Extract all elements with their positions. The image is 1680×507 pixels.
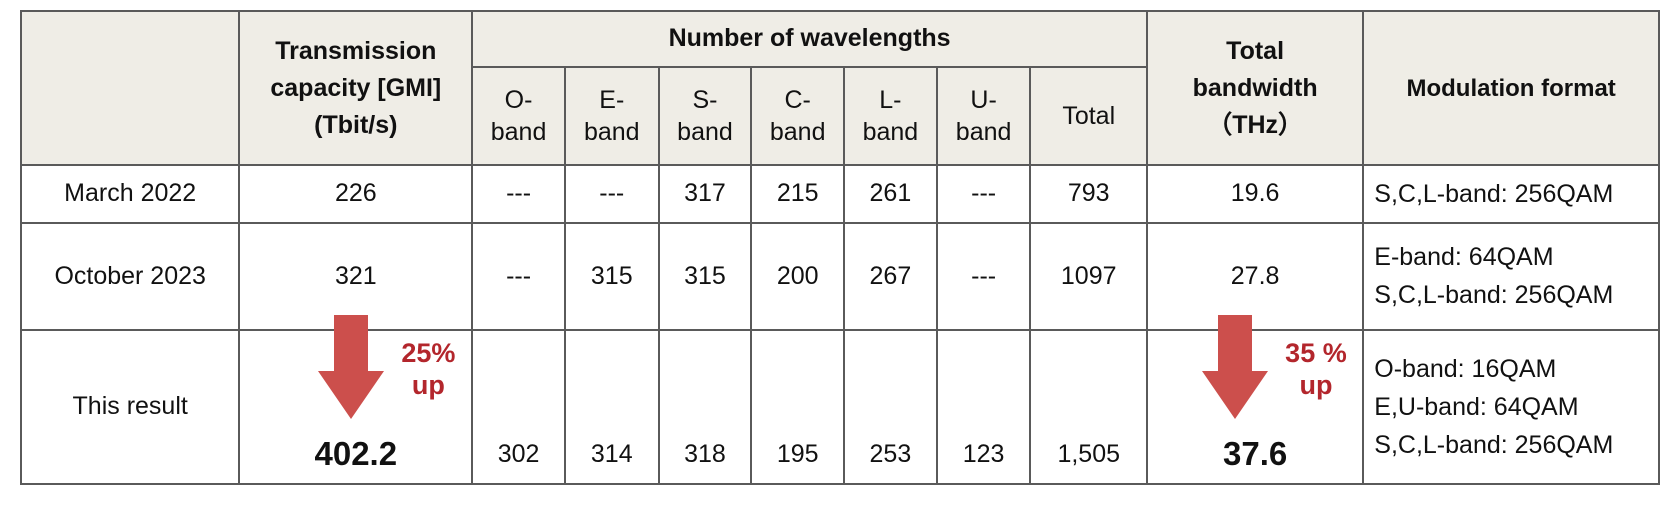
- total-cell: 1,505: [1029, 328, 1148, 486]
- capacity-cell: 25% up 402.2: [238, 314, 474, 486]
- total-cell: 1097: [1029, 221, 1148, 331]
- band-cell: 215: [750, 164, 846, 224]
- band-cell: 200: [750, 221, 846, 331]
- band-cell: 123: [935, 328, 1032, 486]
- bandwidth-header: Total bandwidth （THz）: [1145, 9, 1365, 167]
- band-header-e: E-band: [563, 65, 660, 167]
- band-header-s: S-band: [657, 65, 753, 167]
- modulation-header: Modulation format: [1362, 9, 1660, 167]
- bandwidth-cell: 27.8: [1145, 221, 1365, 331]
- results-table: Transmission capacity [GMI] (Tbit/s) Num…: [19, 9, 1660, 486]
- band-cell: 261: [843, 164, 938, 224]
- band-header-u: U-band: [935, 65, 1032, 167]
- corner-cell: [19, 9, 241, 167]
- table-row: March 2022 226 --- --- 317 215 261 --- 7…: [19, 164, 1660, 224]
- total-cell: 793: [1029, 164, 1148, 224]
- wavelengths-header: Number of wavelengths: [471, 10, 1148, 68]
- capacity-header-line-1: Transmission: [275, 36, 437, 65]
- band-header-o: O-band: [471, 65, 566, 167]
- band-header-c: C-band: [750, 65, 846, 167]
- band-cell: 314: [563, 328, 660, 486]
- band-cell: 267: [843, 221, 938, 331]
- band-cell: ---: [471, 164, 566, 224]
- capacity-header-line-3: (Tbit/s): [314, 110, 398, 139]
- row-label: March 2022: [19, 164, 241, 224]
- bandwidth-value: 37.6: [1223, 435, 1288, 472]
- modulation-line: S,C,L-band: 256QAM: [1374, 281, 1614, 310]
- down-arrow-icon: [1201, 314, 1268, 419]
- band-header-l: L-band: [843, 65, 938, 167]
- band-cell: ---: [471, 221, 566, 331]
- band-cell: 195: [750, 328, 846, 486]
- total-header: Total: [1029, 65, 1148, 167]
- modulation-line: E,U-band: 64QAM: [1374, 392, 1579, 421]
- modulation-line: S,C,L-band: 256QAM: [1374, 179, 1614, 208]
- band-cell: 318: [657, 328, 753, 486]
- bandwidth-header-line-1: Total: [1226, 36, 1285, 65]
- capacity-header-line-2: capacity [GMI]: [270, 73, 442, 102]
- band-cell: ---: [935, 164, 1032, 224]
- band-cell: ---: [935, 221, 1032, 331]
- capacity-header: Transmission capacity [GMI] (Tbit/s): [238, 9, 474, 167]
- band-cell: 302: [471, 328, 566, 486]
- capacity-cell: 321: [238, 221, 474, 331]
- modulation-cell: S,C,L-band: 256QAM: [1362, 164, 1660, 224]
- bandwidth-cell: 19.6: [1145, 164, 1365, 224]
- row-label: This result: [19, 328, 241, 486]
- modulation-cell: E-band: 64QAM S,C,L-band: 256QAM: [1362, 221, 1660, 331]
- table-row: October 2023 321 --- 315 315 200 267 ---…: [19, 221, 1660, 331]
- modulation-cell: O-band: 16QAM E,U-band: 64QAM S,C,L-band…: [1362, 328, 1660, 486]
- capacity-increase-label: 25% up: [401, 337, 456, 400]
- modulation-line: O-band: 16QAM: [1374, 354, 1557, 383]
- band-cell: 315: [563, 221, 660, 331]
- bandwidth-cell: 35 % up 37.6: [1145, 314, 1365, 486]
- row-label: October 2023: [19, 221, 241, 331]
- bandwidth-header-line-3: （THz）: [1207, 110, 1304, 139]
- capacity-value: 402.2: [314, 435, 398, 472]
- band-cell: 317: [657, 164, 753, 224]
- modulation-line: S,C,L-band: 256QAM: [1374, 430, 1614, 459]
- band-cell: 315: [657, 221, 753, 331]
- band-cell: ---: [563, 164, 660, 224]
- bandwidth-increase-label: 35 % up: [1285, 337, 1347, 400]
- header-row-1: Transmission capacity [GMI] (Tbit/s) Num…: [19, 9, 1660, 167]
- table-row-this-result: This result 25% up 402.2 302 314 318 195…: [19, 314, 1660, 486]
- bandwidth-header-line-2: bandwidth: [1192, 73, 1318, 102]
- modulation-line: E-band: 64QAM: [1374, 243, 1554, 272]
- band-cell: 253: [843, 328, 938, 486]
- down-arrow-icon: [318, 314, 385, 419]
- capacity-cell: 226: [238, 164, 474, 224]
